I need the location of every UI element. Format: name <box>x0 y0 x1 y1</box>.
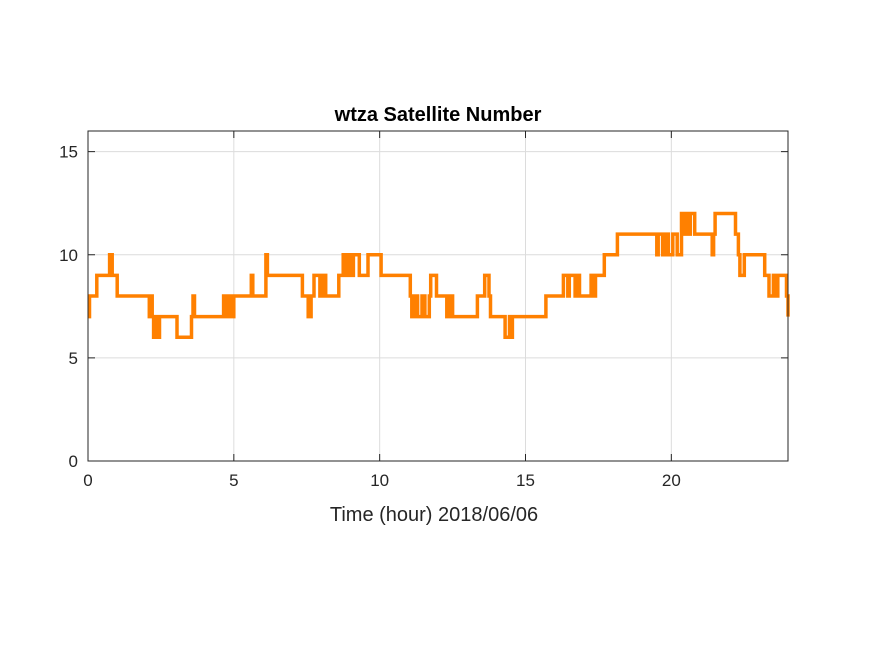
x-tick-label-0: 0 <box>83 471 92 490</box>
x-tick-labels: 0 5 10 15 20 <box>83 471 681 490</box>
tick-marks <box>87 131 788 462</box>
x-tick-label-2: 10 <box>370 471 389 490</box>
x-tick-label-1: 5 <box>229 471 238 490</box>
y-tick-label-3: 15 <box>59 143 78 162</box>
x-tick-label-4: 20 <box>662 471 681 490</box>
y-tick-label-1: 5 <box>69 349 78 368</box>
y-tick-label-0: 0 <box>69 452 78 471</box>
x-tick-label-3: 15 <box>516 471 535 490</box>
axes-box <box>87 130 789 462</box>
chart-title: wtza Satellite Number <box>334 104 542 126</box>
y-tick-label-2: 10 <box>59 246 78 265</box>
y-tick-labels: 0 5 10 15 <box>59 143 78 471</box>
series-layer <box>87 211 790 340</box>
x-axis-label: Time (hour) 2018/06/06 <box>330 504 538 526</box>
series-line-0 <box>87 211 790 340</box>
